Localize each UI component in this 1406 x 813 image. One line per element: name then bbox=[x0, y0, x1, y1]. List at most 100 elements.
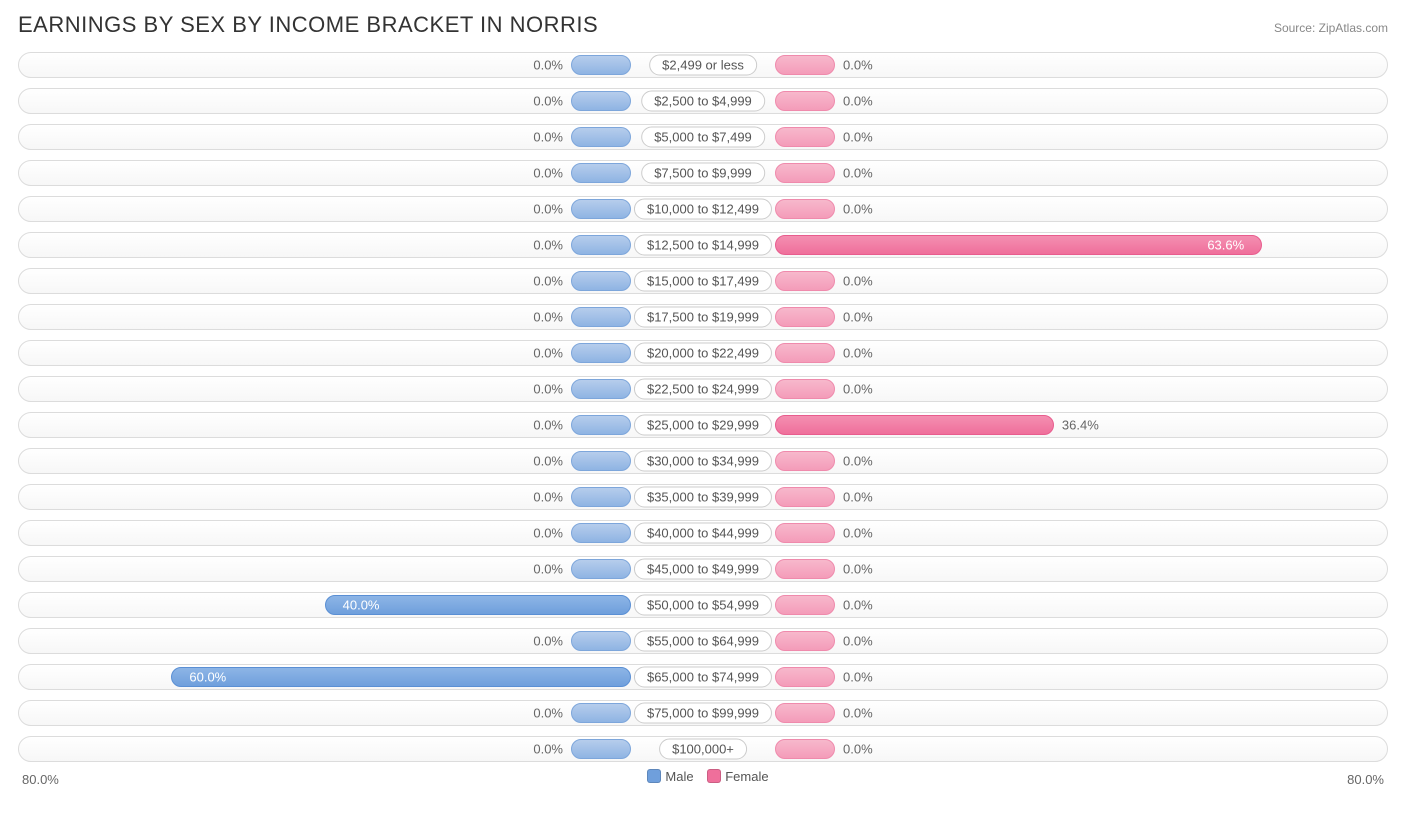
chart-row: 0.0% 63.6% $12,500 to $14,999 bbox=[18, 228, 1388, 262]
category-label: $75,000 to $99,999 bbox=[634, 703, 772, 724]
male-bar bbox=[571, 235, 631, 255]
chart-row: 60.0%0.0%$65,000 to $74,999 bbox=[18, 660, 1388, 694]
chart-row: 0.0%0.0%$2,499 or less bbox=[18, 48, 1388, 82]
category-label: $30,000 to $34,999 bbox=[634, 451, 772, 472]
source-prefix: Source: bbox=[1274, 21, 1319, 35]
male-bar bbox=[571, 127, 631, 147]
chart-row: 0.0%0.0%$30,000 to $34,999 bbox=[18, 444, 1388, 478]
female-bar bbox=[775, 91, 835, 111]
category-label: $17,500 to $19,999 bbox=[634, 307, 772, 328]
female-bar bbox=[775, 235, 1262, 255]
female-value-label: 0.0% bbox=[843, 598, 873, 613]
male-value-label: 0.0% bbox=[533, 274, 563, 289]
chart-row: 0.0%0.0%$15,000 to $17,499 bbox=[18, 264, 1388, 298]
female-value-label: 63.6% bbox=[1207, 238, 1244, 253]
male-value-label: 0.0% bbox=[533, 706, 563, 721]
female-bar bbox=[775, 523, 835, 543]
category-label: $50,000 to $54,999 bbox=[634, 595, 772, 616]
male-value-label: 0.0% bbox=[533, 94, 563, 109]
legend-label-female: Female bbox=[725, 769, 768, 784]
category-label: $35,000 to $39,999 bbox=[634, 487, 772, 508]
male-value-label: 40.0% bbox=[343, 598, 380, 613]
female-bar bbox=[775, 559, 835, 579]
chart-row: 0.0%0.0%$2,500 to $4,999 bbox=[18, 84, 1388, 118]
female-bar bbox=[775, 127, 835, 147]
chart-row: 0.0%0.0%$35,000 to $39,999 bbox=[18, 480, 1388, 514]
female-bar bbox=[775, 307, 835, 327]
female-bar bbox=[775, 667, 835, 687]
female-bar bbox=[775, 739, 835, 759]
source-name: ZipAtlas.com bbox=[1319, 21, 1388, 35]
male-value-label: 0.0% bbox=[533, 310, 563, 325]
female-value-label: 0.0% bbox=[843, 490, 873, 505]
legend-swatch-male bbox=[647, 769, 661, 783]
female-value-label: 36.4% bbox=[1062, 418, 1099, 433]
axis-label-left: 80.0% bbox=[22, 772, 59, 787]
male-value-label: 0.0% bbox=[533, 742, 563, 757]
female-bar bbox=[775, 271, 835, 291]
male-bar bbox=[571, 91, 631, 111]
male-bar bbox=[571, 199, 631, 219]
female-bar bbox=[775, 415, 1054, 435]
category-label: $20,000 to $22,499 bbox=[634, 343, 772, 364]
male-bar bbox=[571, 415, 631, 435]
female-bar bbox=[775, 163, 835, 183]
chart-row: 0.0%0.0%$10,000 to $12,499 bbox=[18, 192, 1388, 226]
female-bar bbox=[775, 379, 835, 399]
category-label: $65,000 to $74,999 bbox=[634, 667, 772, 688]
header: EARNINGS BY SEX BY INCOME BRACKET IN NOR… bbox=[18, 12, 1388, 38]
legend-label-male: Male bbox=[665, 769, 693, 784]
chart-row: 0.0%0.0%$22,500 to $24,999 bbox=[18, 372, 1388, 406]
chart-title: EARNINGS BY SEX BY INCOME BRACKET IN NOR… bbox=[18, 12, 598, 38]
category-label: $12,500 to $14,999 bbox=[634, 235, 772, 256]
female-value-label: 0.0% bbox=[843, 346, 873, 361]
male-bar bbox=[571, 379, 631, 399]
male-bar bbox=[571, 343, 631, 363]
male-bar bbox=[571, 163, 631, 183]
male-value-label: 0.0% bbox=[533, 346, 563, 361]
male-value-label: 0.0% bbox=[533, 562, 563, 577]
female-value-label: 0.0% bbox=[843, 274, 873, 289]
category-label: $55,000 to $64,999 bbox=[634, 631, 772, 652]
chart-container: EARNINGS BY SEX BY INCOME BRACKET IN NOR… bbox=[0, 0, 1406, 794]
category-label: $40,000 to $44,999 bbox=[634, 523, 772, 544]
male-bar bbox=[171, 667, 631, 687]
chart-row: 0.0%0.0%$45,000 to $49,999 bbox=[18, 552, 1388, 586]
female-value-label: 0.0% bbox=[843, 526, 873, 541]
legend-swatch-female bbox=[707, 769, 721, 783]
female-bar bbox=[775, 487, 835, 507]
chart-row: 0.0% 0.0% $20,000 to $22,499 bbox=[18, 336, 1388, 370]
male-value-label: 0.0% bbox=[533, 526, 563, 541]
female-bar bbox=[775, 631, 835, 651]
category-label: $25,000 to $29,999 bbox=[634, 415, 772, 436]
source-attribution: Source: ZipAtlas.com bbox=[1274, 21, 1388, 35]
category-label: $5,000 to $7,499 bbox=[641, 127, 765, 148]
male-value-label: 0.0% bbox=[533, 238, 563, 253]
male-bar bbox=[571, 451, 631, 471]
female-value-label: 0.0% bbox=[843, 202, 873, 217]
male-value-label: 0.0% bbox=[533, 454, 563, 469]
female-value-label: 0.0% bbox=[843, 670, 873, 685]
chart-row: 0.0%0.0%$100,000+ bbox=[18, 732, 1388, 766]
male-bar bbox=[571, 307, 631, 327]
chart-row: 0.0%0.0%$5,000 to $7,499 bbox=[18, 120, 1388, 154]
male-bar bbox=[571, 559, 631, 579]
male-bar bbox=[571, 523, 631, 543]
chart-row: 0.0%0.0%$17,500 to $19,999 bbox=[18, 300, 1388, 334]
male-bar bbox=[571, 487, 631, 507]
female-value-label: 0.0% bbox=[843, 562, 873, 577]
category-label: $2,500 to $4,999 bbox=[641, 91, 765, 112]
male-value-label: 0.0% bbox=[533, 634, 563, 649]
male-value-label: 0.0% bbox=[533, 166, 563, 181]
female-value-label: 0.0% bbox=[843, 58, 873, 73]
male-value-label: 0.0% bbox=[533, 58, 563, 73]
axis-label-right: 80.0% bbox=[1347, 772, 1384, 787]
female-value-label: 0.0% bbox=[843, 166, 873, 181]
chart-row: 0.0%0.0%$55,000 to $64,999 bbox=[18, 624, 1388, 658]
male-bar bbox=[571, 271, 631, 291]
male-value-label: 0.0% bbox=[533, 130, 563, 145]
female-bar bbox=[775, 703, 835, 723]
female-value-label: 0.0% bbox=[843, 382, 873, 397]
chart-row: 0.0%0.0%$75,000 to $99,999 bbox=[18, 696, 1388, 730]
chart-row: 0.0%0.0%$7,500 to $9,999 bbox=[18, 156, 1388, 190]
